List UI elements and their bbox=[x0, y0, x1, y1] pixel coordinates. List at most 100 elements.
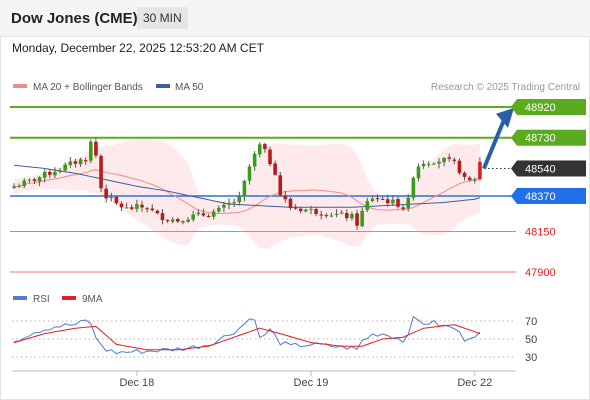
candle-body bbox=[181, 221, 185, 223]
candle-body bbox=[211, 211, 216, 217]
rsi-ma-line bbox=[13, 324, 481, 351]
candle-body bbox=[201, 213, 206, 216]
forecast-arrow-head bbox=[496, 107, 514, 128]
bollinger-bands bbox=[14, 138, 480, 250]
interval-badge[interactable]: 30 MIN bbox=[137, 7, 188, 29]
chart-header: Dow Jones (CME) 30 MIN bbox=[0, 0, 590, 37]
level-label-48370: 48370 bbox=[525, 191, 556, 203]
candle-body bbox=[53, 172, 57, 176]
candle-body bbox=[252, 153, 257, 167]
ma50-legend-swatch bbox=[156, 84, 170, 88]
candle-body bbox=[421, 163, 426, 167]
rsi-tick-70: 70 bbox=[525, 316, 537, 328]
candle-body bbox=[401, 207, 405, 209]
level-box-48730 bbox=[517, 129, 586, 146]
candle-body bbox=[37, 177, 42, 182]
ma20-line bbox=[13, 169, 481, 214]
rsi-ma-legend-swatch bbox=[62, 296, 76, 300]
chart-datetime: Monday, December 22, 2025 12:53:20 AM CE… bbox=[12, 41, 264, 55]
candle-body bbox=[329, 215, 334, 217]
candle-body bbox=[283, 195, 288, 200]
candle-body bbox=[411, 177, 416, 198]
candle-body bbox=[27, 179, 32, 181]
candle-body bbox=[298, 208, 303, 212]
candle-body bbox=[375, 198, 380, 200]
rsi-tick-30: 30 bbox=[525, 352, 537, 364]
level-label-48150: 48150 bbox=[525, 227, 556, 239]
candle-body bbox=[263, 144, 267, 150]
candle-body bbox=[145, 208, 149, 210]
level-box-48540 bbox=[517, 160, 586, 177]
candle-body bbox=[345, 213, 349, 219]
candle-body bbox=[89, 141, 93, 161]
candle-body bbox=[350, 213, 354, 219]
instrument-title: Dow Jones (CME) bbox=[11, 10, 138, 27]
candle-body bbox=[124, 207, 129, 209]
candle-body bbox=[426, 163, 431, 165]
level-label-48920: 48920 bbox=[525, 102, 556, 114]
candle-body bbox=[135, 204, 139, 210]
candle-body bbox=[268, 149, 272, 165]
candle-body bbox=[242, 180, 247, 197]
candle-body bbox=[237, 196, 242, 203]
candle-body bbox=[114, 196, 119, 204]
candle-body bbox=[42, 171, 47, 178]
candle-body bbox=[232, 202, 236, 204]
candle-body bbox=[324, 215, 329, 217]
candle-body bbox=[32, 179, 37, 181]
level-box-tip-48540 bbox=[511, 160, 517, 177]
candle-body bbox=[109, 196, 114, 198]
x-tick-label: Dec 18 bbox=[119, 377, 154, 389]
candle-body bbox=[370, 198, 375, 201]
candle-body bbox=[165, 220, 170, 222]
level-labels: 48920 48730 48540 48370 48150 47900 bbox=[511, 99, 586, 279]
candle-body bbox=[385, 199, 390, 204]
candle-body bbox=[99, 155, 103, 189]
candle-body bbox=[58, 170, 62, 172]
rsi-ma-legend-label: 9MA bbox=[82, 294, 103, 305]
candle-body bbox=[365, 201, 370, 211]
candle-body bbox=[293, 207, 298, 209]
candle-body bbox=[339, 212, 344, 214]
level-box-48920 bbox=[517, 99, 586, 115]
level-box-tip-48730 bbox=[511, 129, 517, 146]
candle-body bbox=[170, 219, 175, 222]
candle-body bbox=[442, 157, 446, 163]
x-axis: Dec 18 Dec 19 Dec 22 bbox=[119, 371, 492, 389]
level-label-48730: 48730 bbox=[525, 133, 556, 145]
candle-body bbox=[227, 202, 231, 205]
candle-body bbox=[462, 172, 467, 177]
level-label-47900: 47900 bbox=[525, 267, 556, 279]
x-tick-label: Dec 22 bbox=[457, 377, 492, 389]
copyright-text: Research © 2025 Trading Central bbox=[431, 82, 580, 93]
candle-body bbox=[396, 199, 400, 207]
candle-body bbox=[17, 186, 21, 188]
candle-body bbox=[78, 159, 83, 165]
candle-body bbox=[206, 215, 211, 217]
candle-body bbox=[437, 161, 441, 164]
candle-body bbox=[309, 208, 313, 210]
candle-body bbox=[355, 213, 359, 226]
ma20-legend-label: MA 20 + Bollinger Bands bbox=[33, 82, 143, 93]
candle-body bbox=[196, 212, 201, 215]
candle-body bbox=[129, 207, 134, 210]
level-label-48540: 48540 bbox=[525, 163, 556, 175]
rsi-tick-50: 50 bbox=[525, 334, 537, 346]
candle-body bbox=[247, 166, 252, 181]
forecast-arrow bbox=[482, 107, 514, 170]
candlesticks bbox=[12, 137, 482, 230]
candle-body bbox=[467, 177, 472, 181]
candle-body bbox=[150, 208, 155, 211]
level-box-48370 bbox=[517, 187, 586, 204]
candle-body bbox=[452, 159, 457, 161]
x-tick-label: Dec 19 bbox=[294, 377, 329, 389]
candle-body bbox=[119, 203, 124, 208]
ma20-legend-swatch bbox=[13, 84, 27, 88]
candle-body bbox=[68, 161, 73, 165]
rsi-panel: 70 50 30 bbox=[12, 315, 537, 364]
candle-body bbox=[478, 161, 482, 180]
candle-body bbox=[447, 157, 451, 159]
rsi-line bbox=[13, 315, 481, 355]
candle-body bbox=[334, 213, 339, 215]
candle-body bbox=[360, 210, 364, 227]
